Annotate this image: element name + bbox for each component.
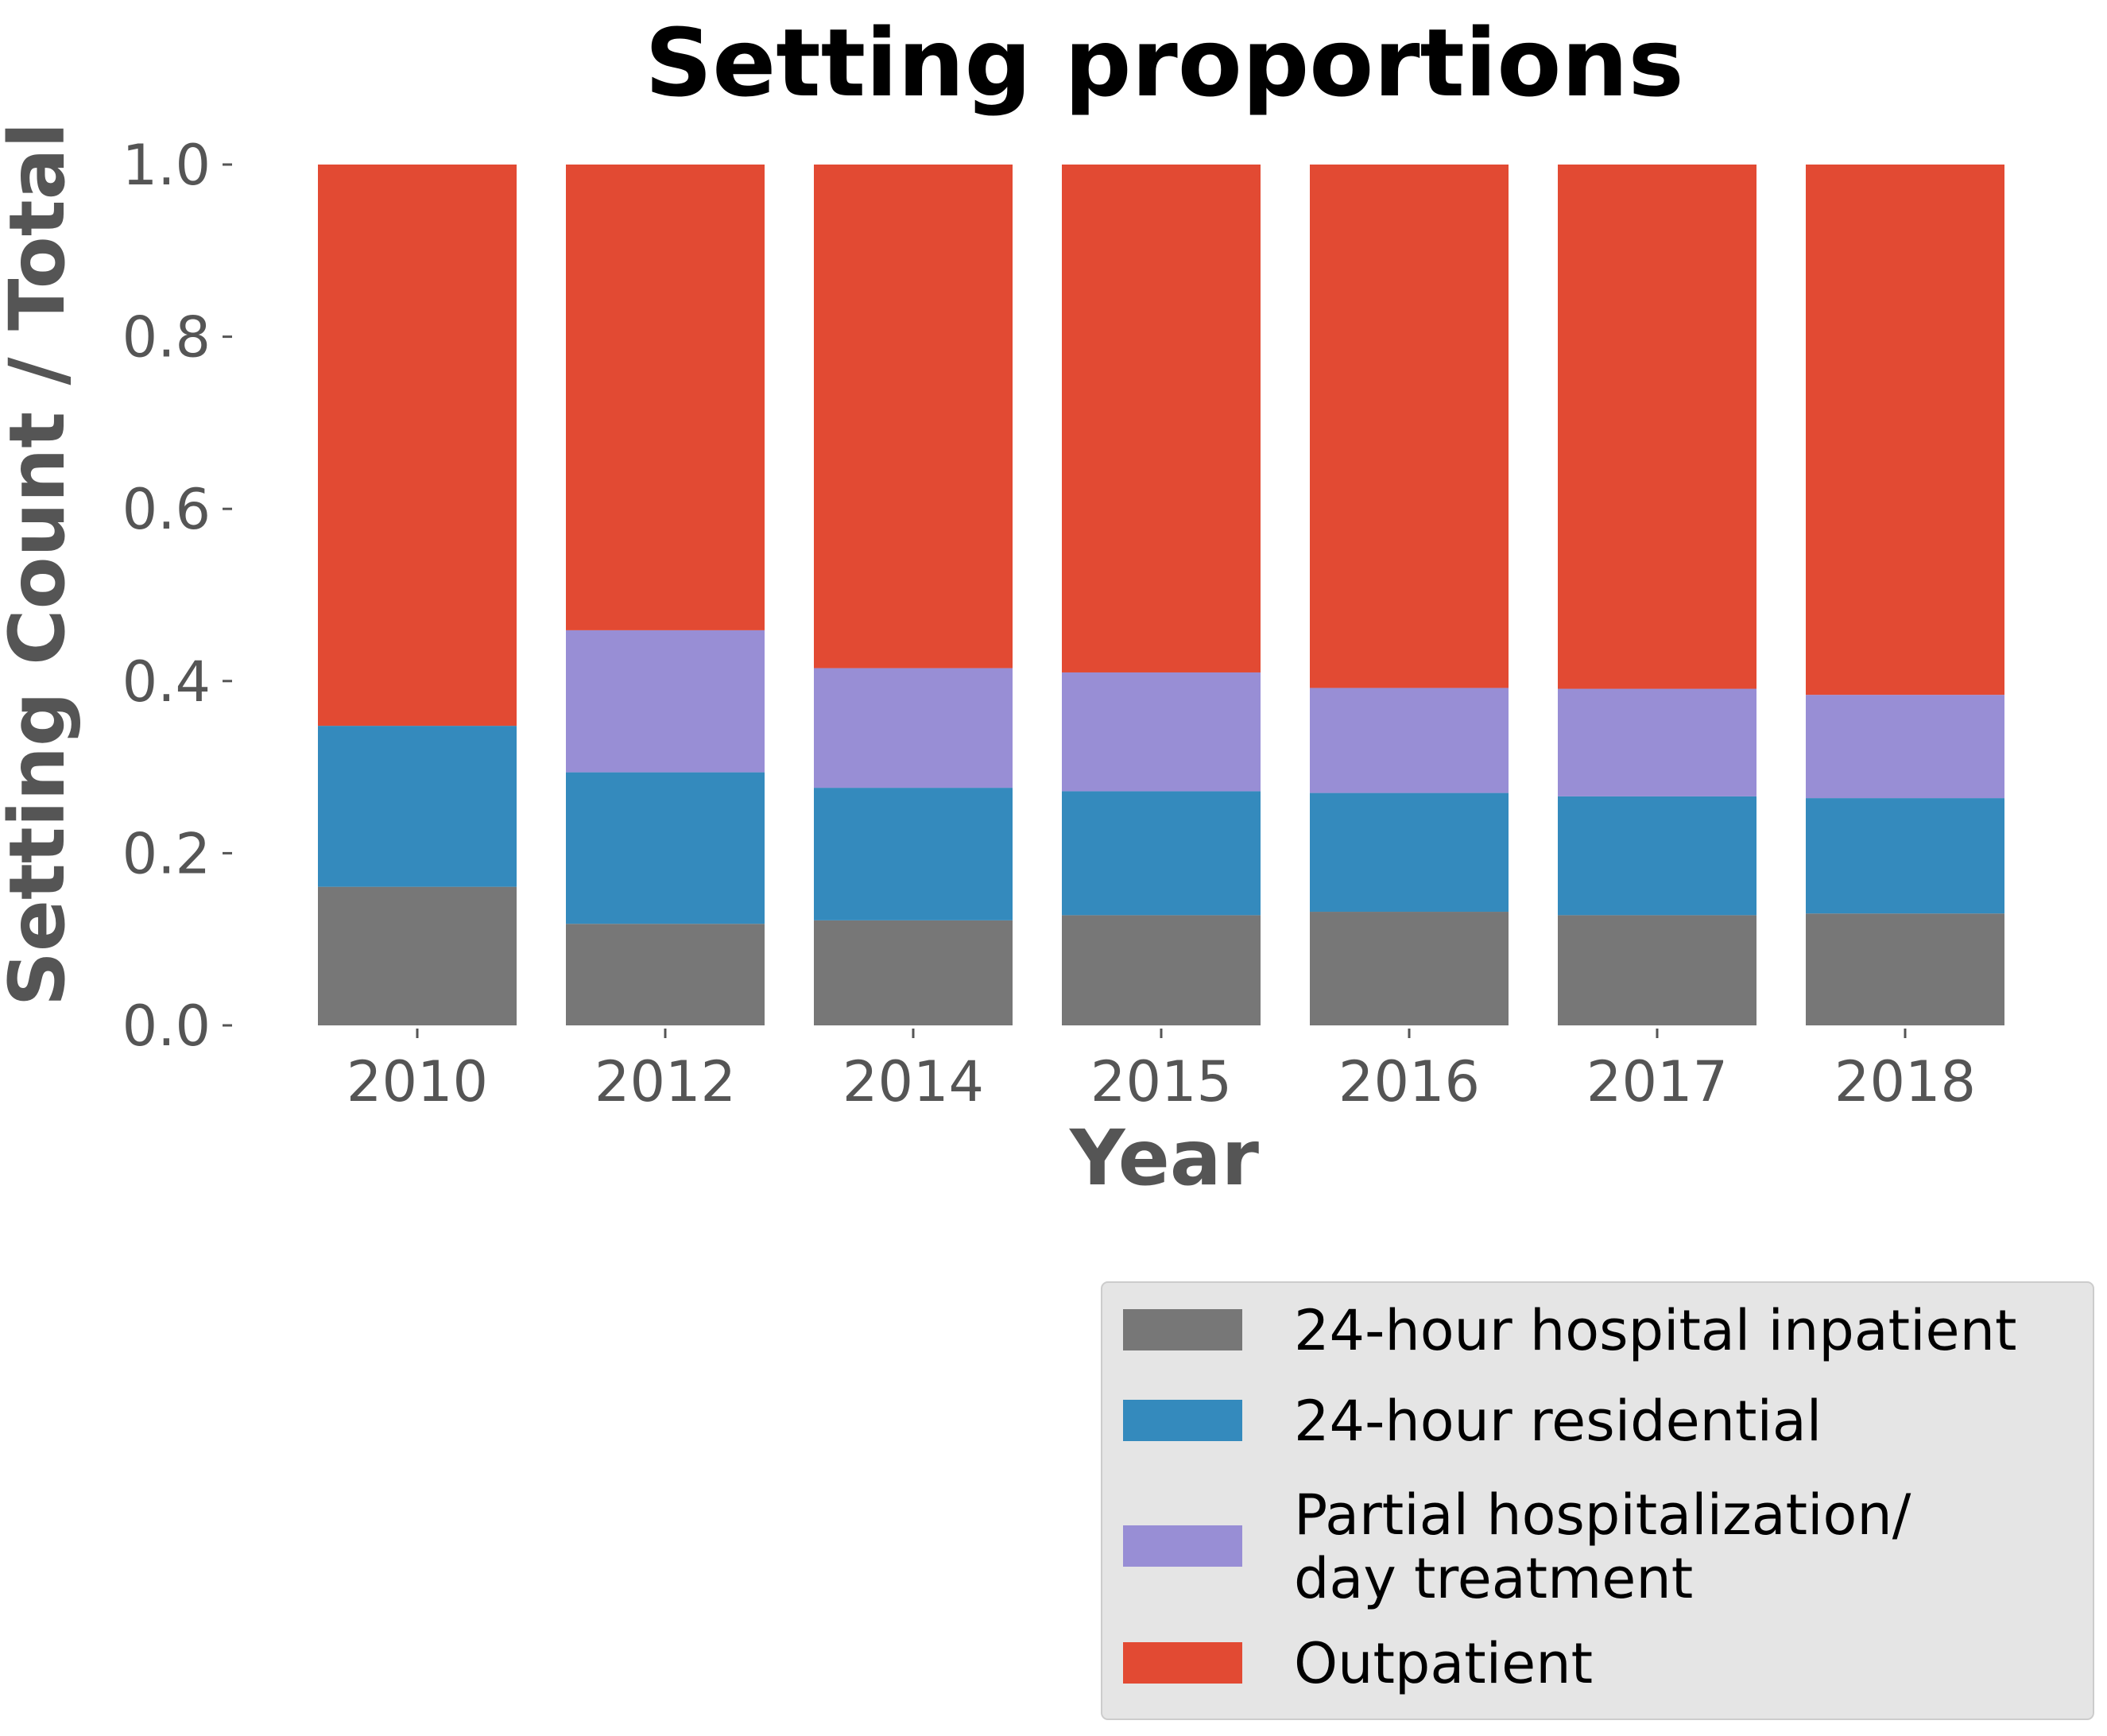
x-tick-label: 2014 — [842, 1049, 984, 1114]
x-tick-label: 2012 — [595, 1049, 736, 1114]
bar-stack-2015 — [1062, 165, 1261, 1025]
y-tick-label: 0.2 — [122, 821, 211, 886]
legend-label-partial-hospitalization-day-treatment: Partial hospitalization/day treatment — [1294, 1482, 1911, 1611]
bar-partial-hospitalization-day-treatment-2014 — [814, 668, 1013, 789]
bar-outpatient-2016 — [1310, 165, 1509, 688]
x-axis: 2010 2012 2014 2015 2016 2017 2018 — [347, 1029, 1976, 1114]
bar-partial-hospitalization-day-treatment-2015 — [1062, 672, 1261, 792]
bar-outpatient-2015 — [1062, 165, 1261, 672]
bar-24-hour-hospital-inpatient-2010 — [318, 886, 517, 1025]
legend-swatch-24-hour-residential — [1123, 1400, 1242, 1441]
bar-stack-2018 — [1806, 165, 2004, 1025]
bar-outpatient-2012 — [566, 165, 765, 630]
bar-24-hour-residential-2016 — [1310, 792, 1509, 913]
legend-swatch-partial-hospitalization-day-treatment — [1123, 1525, 1242, 1567]
legend-label-24-hour-residential: 24-hour residential — [1294, 1389, 1822, 1454]
y-tick-label: 0.4 — [122, 649, 211, 715]
bar-24-hour-residential-2012 — [566, 772, 765, 924]
bar-partial-hospitalization-day-treatment-2018 — [1806, 695, 2004, 799]
bar-outpatient-2017 — [1558, 165, 1756, 689]
legend-swatch-24-hour-hospital-inpatient — [1123, 1309, 1242, 1350]
bar-stack-2016 — [1310, 165, 1509, 1025]
legend-swatch-outpatient — [1123, 1642, 1242, 1684]
bar-24-hour-residential-2017 — [1558, 796, 1756, 916]
x-tick-label: 2015 — [1090, 1049, 1232, 1114]
y-tick-label: 0.8 — [122, 305, 211, 370]
chart-title: Setting proportions — [645, 8, 1683, 118]
bar-outpatient-2010 — [318, 165, 517, 727]
legend-label-24-hour-hospital-inpatient: 24-hour hospital inpatient — [1294, 1298, 2016, 1363]
y-tick-label: 0.6 — [122, 477, 211, 542]
bar-24-hour-residential-2018 — [1806, 798, 2004, 914]
bar-24-hour-hospital-inpatient-2012 — [566, 924, 765, 1025]
x-tick-label: 2010 — [347, 1049, 488, 1114]
bar-stack-2014 — [814, 165, 1013, 1025]
bar-24-hour-hospital-inpatient-2017 — [1558, 915, 1756, 1025]
bar-24-hour-hospital-inpatient-2016 — [1310, 912, 1509, 1025]
bar-outpatient-2018 — [1806, 165, 2004, 696]
x-tick-label: 2018 — [1834, 1049, 1976, 1114]
bar-partial-hospitalization-day-treatment-2016 — [1310, 688, 1509, 793]
legend-box — [1101, 1281, 2094, 1720]
bar-24-hour-residential-2014 — [814, 788, 1013, 920]
bar-24-hour-residential-2010 — [318, 726, 517, 887]
y-axis-label: Setting Count / Total — [0, 122, 82, 1007]
bar-stacks — [318, 165, 2004, 1025]
bar-stack-2017 — [1558, 165, 1756, 1025]
y-axis: 0.0 0.2 0.4 0.6 0.8 1.0 — [122, 133, 232, 1059]
bar-stack-2010 — [318, 165, 517, 1025]
legend-label-outpatient: Outpatient — [1294, 1631, 1593, 1696]
bar-24-hour-hospital-inpatient-2015 — [1062, 915, 1261, 1025]
y-tick-label: 0.0 — [122, 994, 211, 1059]
legend: 24-hour hospital inpatient 24-hour reside… — [1101, 1281, 2094, 1720]
x-tick-label: 2016 — [1338, 1049, 1480, 1114]
x-axis-label: Year — [1069, 1114, 1260, 1203]
bar-outpatient-2014 — [814, 165, 1013, 668]
bar-24-hour-residential-2015 — [1062, 791, 1261, 916]
bar-24-hour-hospital-inpatient-2018 — [1806, 913, 2004, 1025]
bar-partial-hospitalization-day-treatment-2012 — [566, 630, 765, 773]
x-tick-label: 2017 — [1586, 1049, 1728, 1114]
y-tick-label: 1.0 — [122, 133, 211, 198]
bar-partial-hospitalization-day-treatment-2017 — [1558, 688, 1756, 796]
bar-24-hour-hospital-inpatient-2014 — [814, 920, 1013, 1025]
bar-stack-2012 — [566, 165, 765, 1025]
